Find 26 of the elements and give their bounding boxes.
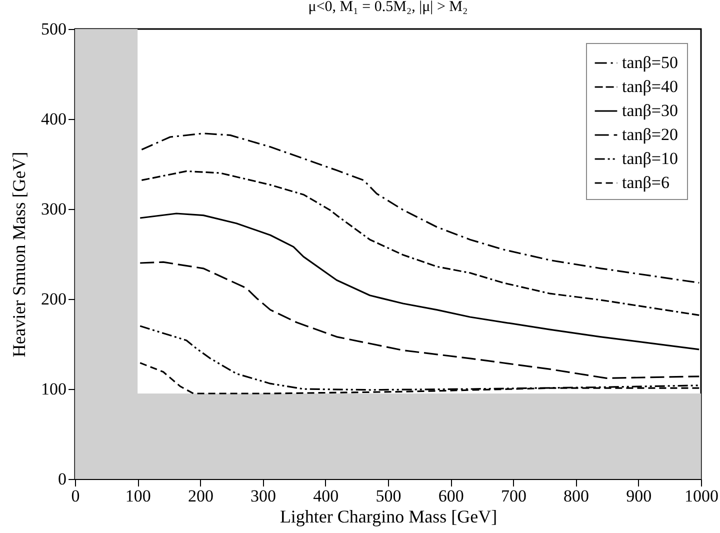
legend-label: tanβ=10 (622, 149, 678, 168)
y-tick-label: 200 (41, 290, 66, 308)
x-tick-label: 800 (564, 486, 590, 506)
y-tick-label: 100 (41, 380, 66, 398)
legend-label: tanβ=30 (622, 101, 678, 120)
x-tick-label: 400 (313, 486, 339, 506)
y-tick-label: 300 (41, 200, 66, 218)
x-tick-label: 500 (376, 486, 402, 506)
chart-title: μ<0, M₁ = 0.5M₂, |μ| > M₂ (308, 0, 468, 15)
legend-label: tanβ=50 (622, 53, 678, 72)
y-axis-title: Heavier Smuon Mass [GeV] (9, 152, 29, 358)
legend-label: tanβ=20 (622, 125, 678, 144)
x-tick-label: 700 (500, 486, 526, 506)
legend-label: tanβ=6 (622, 173, 670, 192)
x-tick-label: 0 (71, 486, 80, 506)
x-tick-label: 600 (438, 486, 464, 506)
x-tick-label: 200 (188, 486, 214, 506)
y-tick-label: 500 (41, 20, 66, 38)
legend-label: tanβ=40 (622, 77, 678, 96)
x-axis-title: Lighter Chargino Mass [GeV] (280, 506, 498, 526)
x-tick-label: 900 (626, 486, 652, 506)
y-tick-label: 400 (41, 110, 66, 128)
x-tick-label: 300 (250, 486, 276, 506)
y-tick-label: 0 (58, 470, 66, 488)
x-tick-label: 100 (125, 486, 151, 506)
x-tick-label: 1000 (684, 486, 718, 506)
